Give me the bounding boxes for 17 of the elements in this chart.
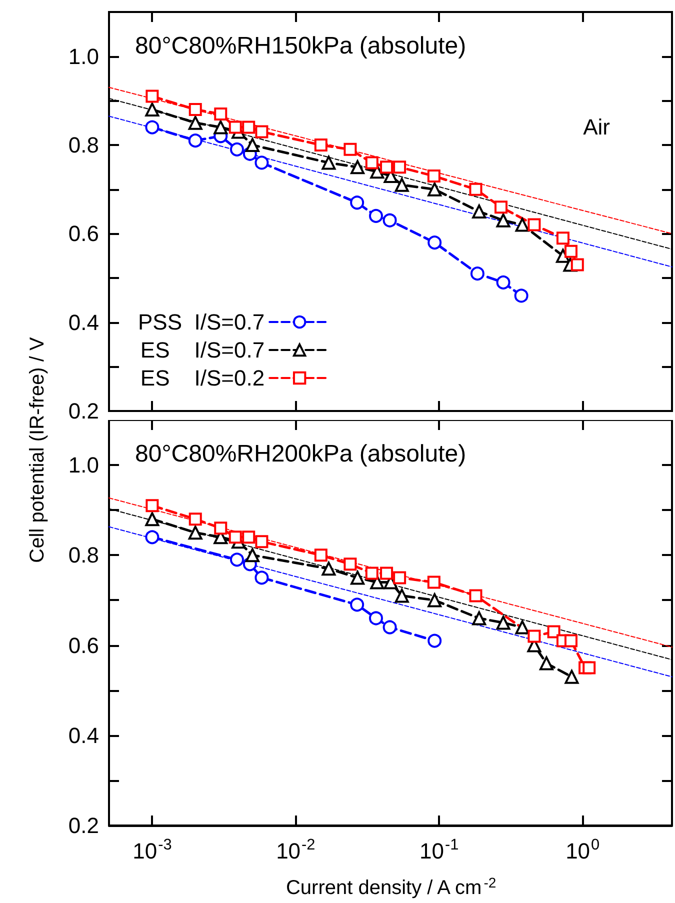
legend-label: ES I/S=0.7 (140, 338, 265, 362)
y-tick-label: 0.8 (68, 132, 99, 158)
text: 80°C80%RH150kPa (absolute) (135, 32, 466, 60)
y-tick-label: 0.4 (68, 310, 99, 335)
legend-label: PSS I/S=0.7 (138, 310, 265, 334)
y-axis-title: Cell potential (IR-free) / V (26, 337, 50, 563)
y-tick-label: 0.2 (68, 813, 99, 838)
y-tick-label: 0.2 (68, 398, 99, 424)
y-tick-label: 1.0 (68, 452, 99, 478)
y-tick-label: 1.0 (68, 44, 99, 69)
y-tick-label: 0.6 (68, 632, 99, 658)
text: 80°C80%RH200kPa (absolute) (135, 440, 466, 468)
annotation: Air (583, 114, 610, 140)
y-tick-label: 0.4 (68, 722, 99, 748)
legend-label: ES I/S=0.2 (140, 366, 265, 390)
y-tick-label: 0.8 (68, 542, 99, 568)
y-tick-label: 0.6 (68, 221, 99, 246)
